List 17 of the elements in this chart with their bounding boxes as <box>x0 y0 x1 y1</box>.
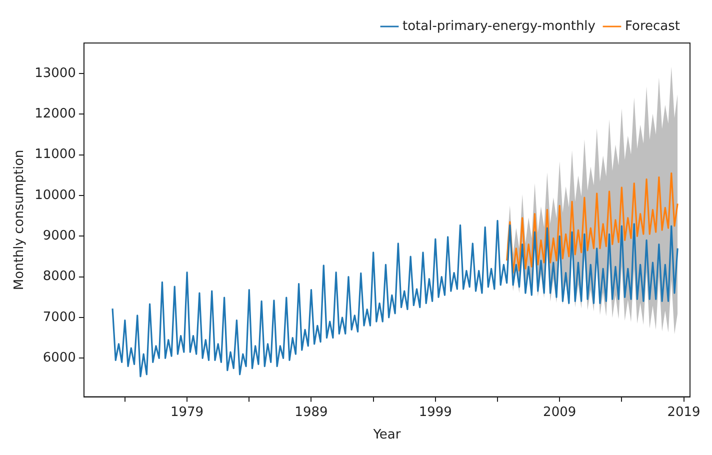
y-tick-label: 13000 <box>34 66 76 81</box>
y-tick-label: 7000 <box>42 310 76 325</box>
y-tick-label: 9000 <box>42 228 76 244</box>
x-tick-label: 1989 <box>294 404 328 420</box>
y-tick-label: 12000 <box>34 106 76 122</box>
x-tick-label: 1979 <box>170 404 204 420</box>
x-axis-title: Year <box>372 428 402 443</box>
y-axis-title: Monthly consumption <box>12 150 28 290</box>
y-tick-label: 11000 <box>34 147 76 162</box>
legend-label: total-primary-energy-monthly <box>402 18 596 34</box>
x-tick-label: 2009 <box>543 404 576 420</box>
y-tick-label: 8000 <box>42 269 76 284</box>
y-tick-label: 6000 <box>42 350 76 366</box>
x-tick-label: 2019 <box>667 404 700 420</box>
x-tick-label: 1999 <box>418 404 452 420</box>
legend-label: Forecast <box>624 18 680 34</box>
y-tick-label: 10000 <box>34 188 76 203</box>
